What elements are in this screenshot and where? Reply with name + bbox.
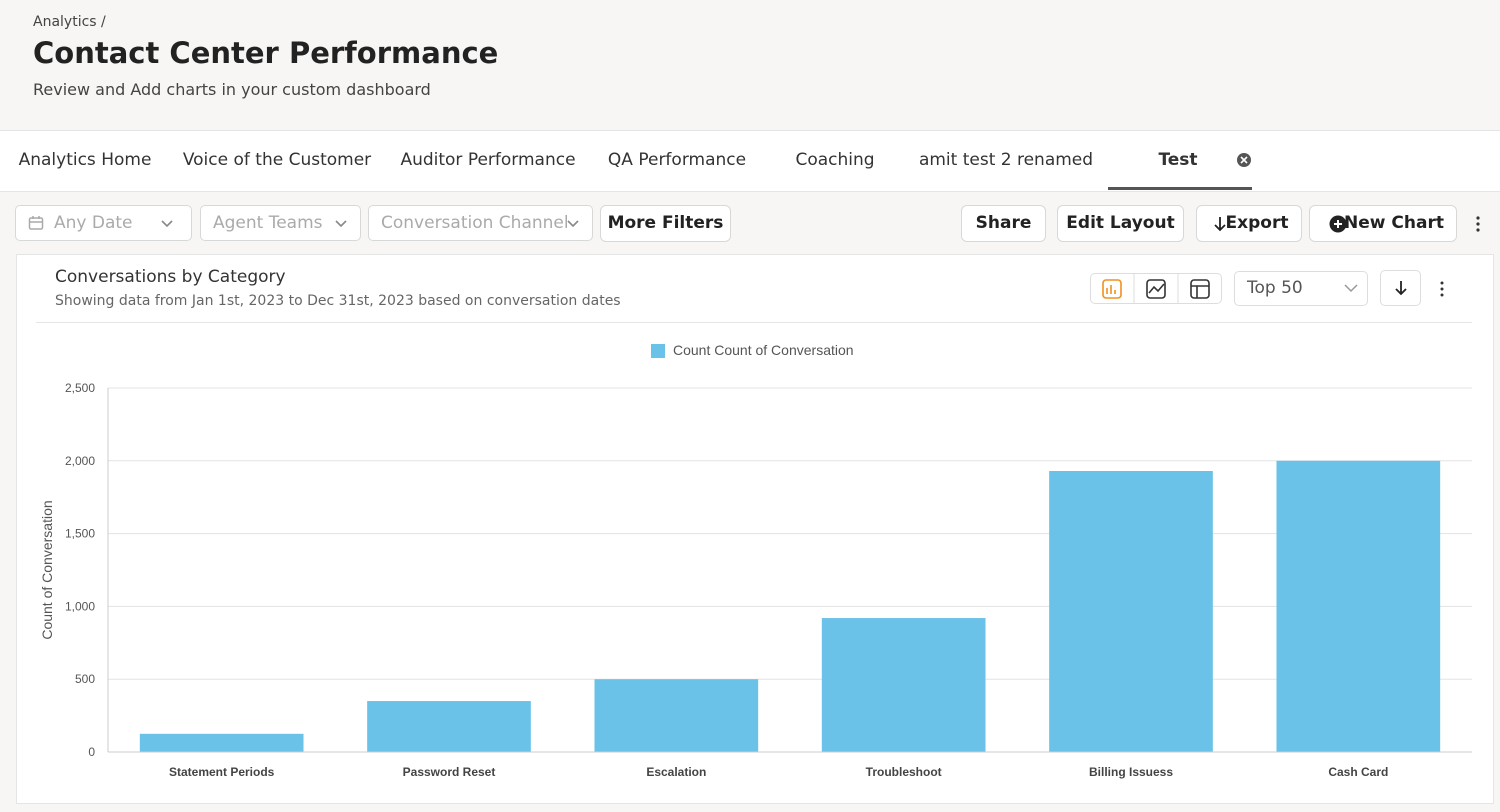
bar [821,618,986,752]
bar [1276,460,1441,752]
tab-active[interactable]: Test [1158,150,1198,170]
view-toggle [1090,273,1222,304]
tab[interactable]: Auditor Performance [400,150,576,170]
view-icons[interactable] [1090,273,1222,304]
bar [594,679,759,752]
x-tick-label: Password Reset [403,765,496,779]
bar [139,733,304,752]
more-filters-button[interactable]: More Filters [600,205,731,242]
chevrons [161,220,579,228]
edit-layout-button[interactable]: Edit Layout [1057,205,1184,242]
share-button[interactable]: Share [961,205,1046,242]
page-subtitle: Review and Add charts in your custom das… [33,80,431,99]
y-axis-label: Count of Conversation [39,500,55,639]
export-icon [1214,217,1226,232]
select-chevron [1344,284,1358,293]
date-filter[interactable]: Any Date [15,205,192,241]
x-tick-label: Statement Periods [169,765,275,779]
x-tick-label: Escalation [646,765,706,779]
tab[interactable]: QA Performance [607,150,747,170]
tab[interactable]: Analytics Home [18,150,152,170]
y-tick-label: 0 [88,745,95,759]
tab-underline [1108,187,1252,190]
legend-swatch [651,344,665,358]
y-tick-label: 2,000 [65,454,95,468]
channel-filter[interactable]: Conversation Channel [368,205,593,241]
tab[interactable]: Coaching [795,150,875,170]
export-button[interactable]: Export [1196,205,1302,242]
plus-icon [1329,215,1347,233]
chart-subtitle: Showing data from Jan 1st, 2023 to Dec 3… [55,293,621,309]
y-tick-label: 500 [75,672,95,686]
y-tick-label: 1,500 [65,527,95,541]
x-tick-label: Troubleshoot [866,765,942,779]
legend-label: Count Count of Conversation [673,342,854,358]
calendar-icon [28,216,44,230]
page-menu[interactable] [1474,214,1482,234]
bar [1049,470,1213,752]
chart: 0 500 1,000 1,500 2,000 2,500 Count of Convers… [39,342,1472,779]
tab[interactable]: amit test 2 renamed [918,150,1094,170]
team-filter[interactable]: Agent Teams [200,205,361,241]
x-tick-label: Cash Card [1328,765,1388,779]
page-title: Contact Center Performance [33,36,499,70]
y-tick-label: 2,500 [65,381,95,395]
top-select[interactable]: Top 50 [1234,271,1368,306]
bar [367,701,531,752]
x-tick-label: Billing Issuess [1089,765,1173,779]
breadcrumb[interactable]: Analytics / [33,14,106,30]
close-tab[interactable] [1236,152,1252,168]
divider [36,322,1472,323]
chart-title: Conversations by Category [55,267,286,287]
y-tick-label: 1,000 [65,599,95,613]
sort-icon [1395,281,1407,296]
tab[interactable]: Voice of the Customer [182,150,372,170]
chart-menu[interactable] [1438,279,1446,299]
